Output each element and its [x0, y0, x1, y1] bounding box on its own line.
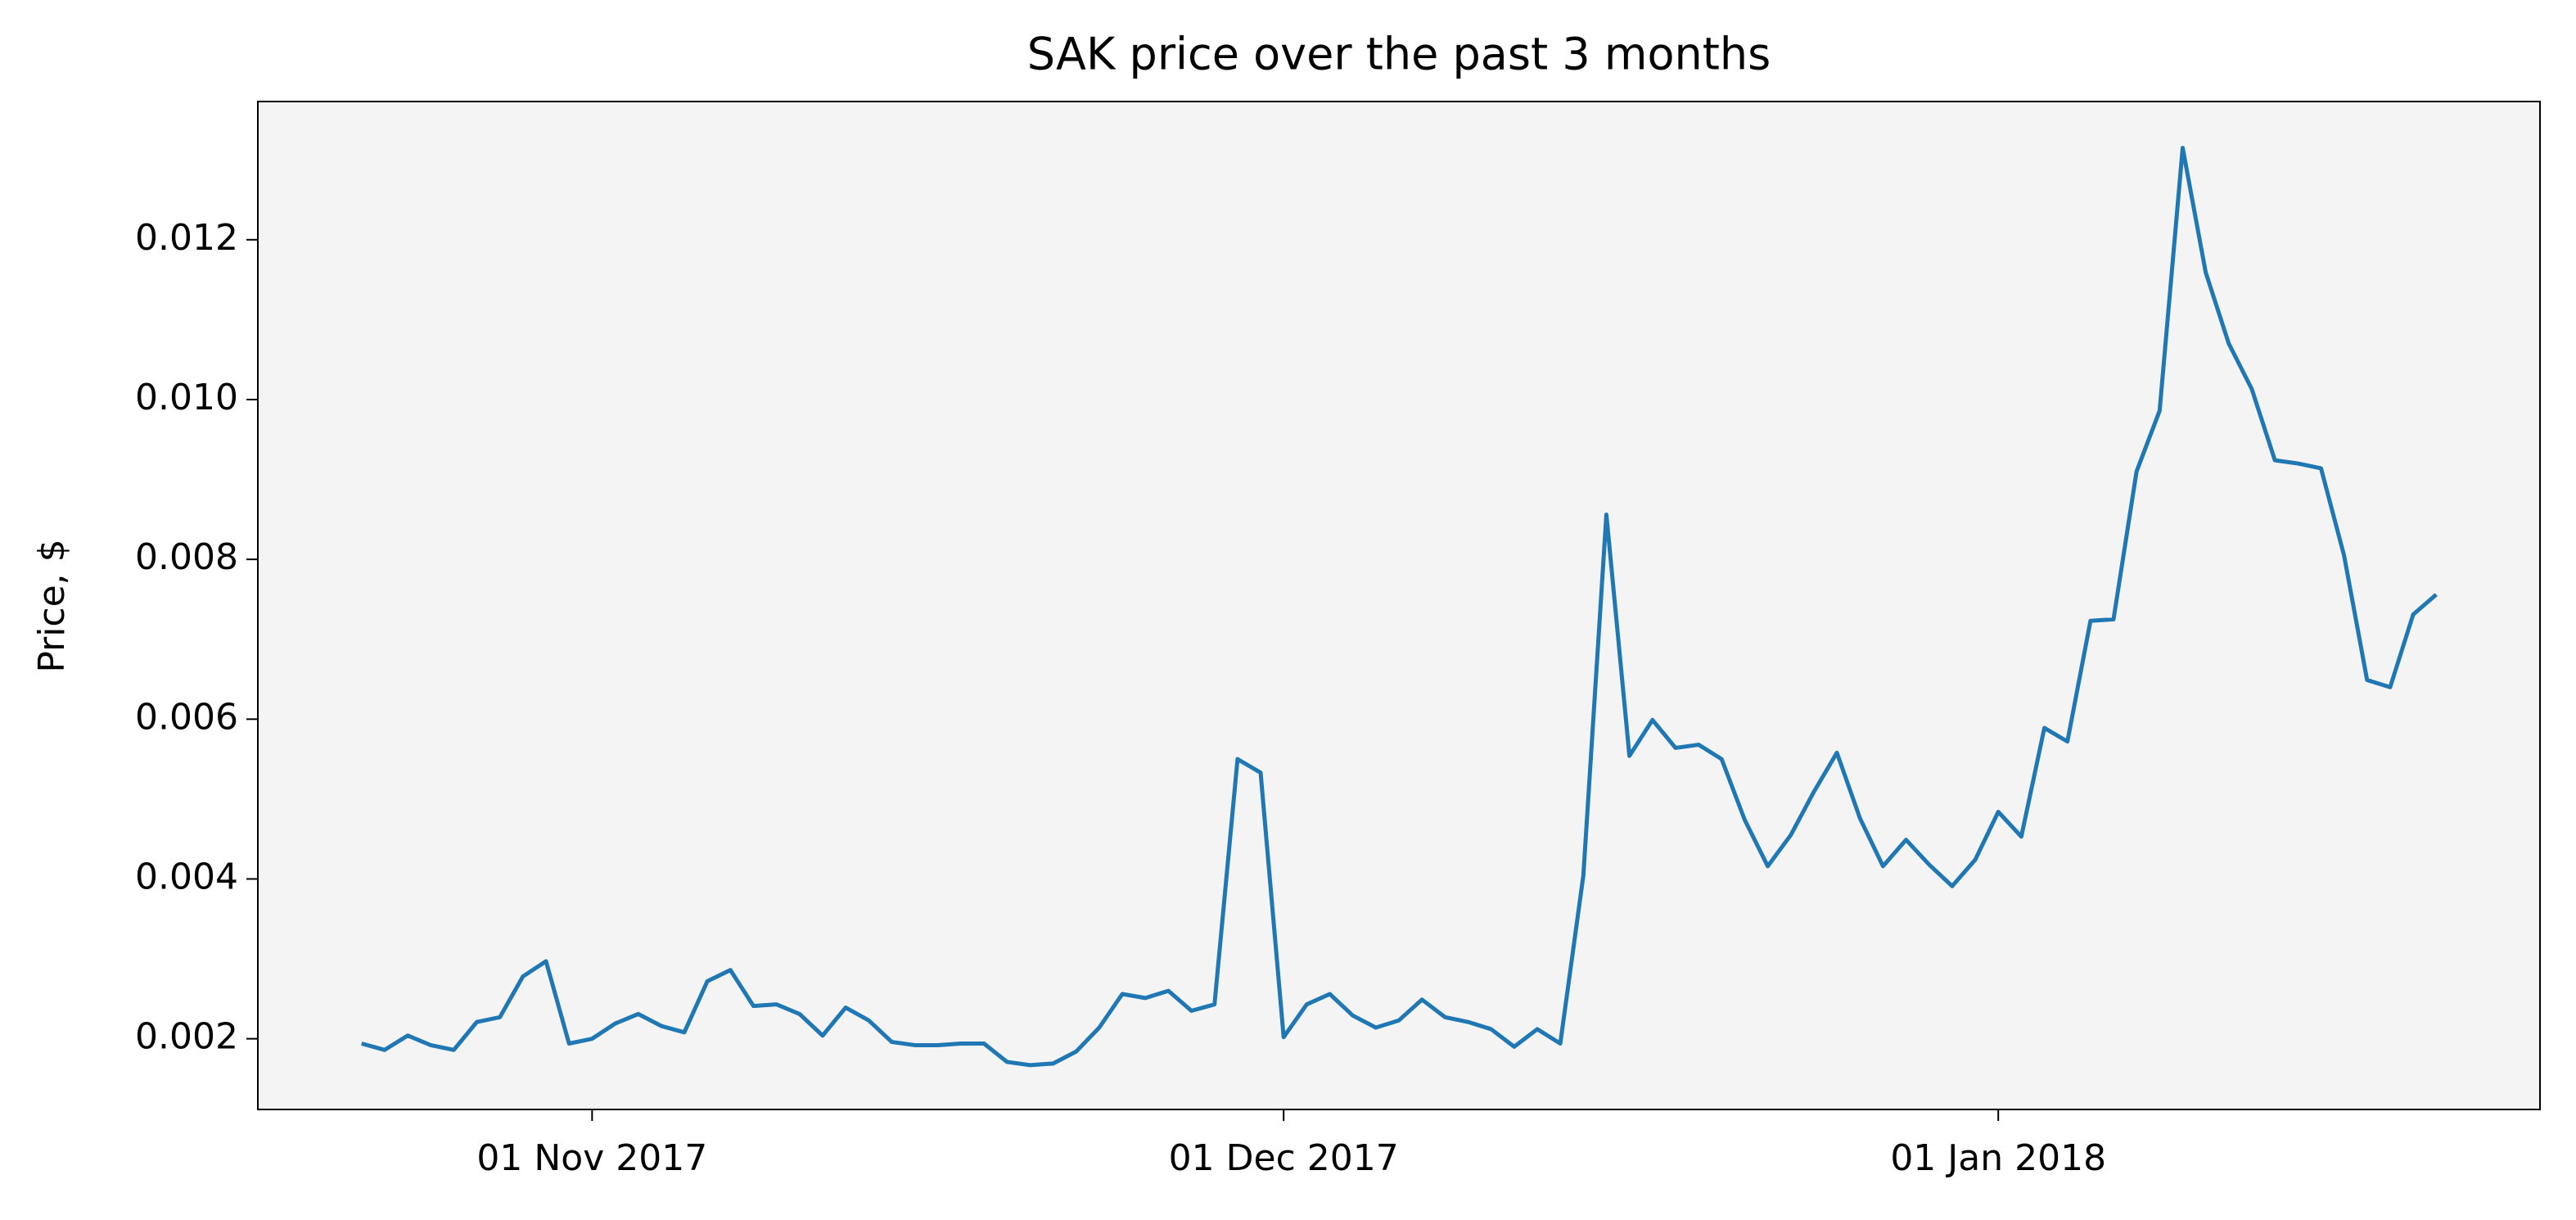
y-tick-label: 0.006 [135, 696, 238, 738]
y-tick-label: 0.004 [135, 856, 238, 897]
x-tick-label: 01 Nov 2017 [476, 1137, 707, 1179]
y-tick-label: 0.012 [135, 217, 238, 259]
y-tick-label: 0.008 [135, 536, 238, 578]
y-axis-label: Price, $ [31, 539, 73, 672]
y-tick-label: 0.010 [135, 377, 238, 418]
price-line [361, 146, 2438, 1068]
plot-frame [257, 101, 2541, 1110]
x-tick-label: 01 Dec 2017 [1169, 1137, 1399, 1179]
plot-background [258, 102, 2540, 1109]
y-tick-label: 0.002 [135, 1016, 238, 1058]
x-tick-label: 01 Jan 2018 [1890, 1137, 2106, 1179]
chart-title: SAK price over the past 3 months [1027, 29, 1771, 80]
